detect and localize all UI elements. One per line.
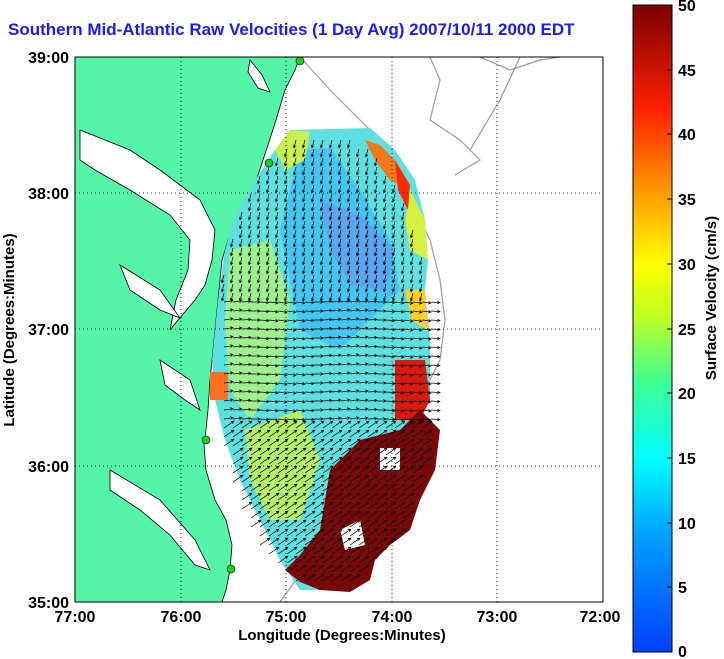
x-tick-label: 74:00 bbox=[372, 609, 413, 626]
colorbar-label: Surface Velocity (cm/s) bbox=[703, 216, 720, 380]
y-tick-label: 38:00 bbox=[28, 186, 69, 203]
velocity-field bbox=[210, 128, 441, 592]
colorbar-tick-label: 30 bbox=[678, 257, 696, 274]
radar-station bbox=[201, 435, 211, 445]
colorbar-tick-label: 20 bbox=[678, 386, 696, 403]
y-tick-label: 35:00 bbox=[28, 595, 69, 612]
x-tick-label: 77:00 bbox=[55, 609, 96, 626]
colorbar-tick-label: 50 bbox=[678, 0, 696, 15]
bay-water bbox=[79, 59, 271, 571]
x-tick-label: 72:00 bbox=[580, 609, 621, 626]
colorbar-tick-label: 0 bbox=[678, 644, 687, 659]
velocity-arrow-set bbox=[220, 139, 441, 582]
radar-station bbox=[264, 158, 274, 168]
radar-station bbox=[226, 564, 236, 574]
y-tick-label: 39:00 bbox=[28, 50, 69, 67]
plot-frame bbox=[74, 56, 604, 603]
colorbar-tick-label: 40 bbox=[678, 127, 696, 144]
x-tick-label: 76:00 bbox=[161, 609, 202, 626]
y-axis: 39:00 38:00 37:00 36:00 35:00 Latitude (… bbox=[1, 50, 69, 612]
colorbar-tick-label: 35 bbox=[678, 192, 696, 209]
colorbar-gradient bbox=[632, 4, 673, 653]
x-axis: 77:00 76:00 75:00 74:00 73:00 72:00 Long… bbox=[55, 609, 621, 644]
x-axis-label: Longitude (Degrees:Minutes) bbox=[238, 627, 446, 644]
colorbar-tick-label: 15 bbox=[678, 451, 696, 468]
y-axis-label: Latitude (Degrees:Minutes) bbox=[1, 233, 18, 426]
colorbar: 50 45 40 35 30 25 20 15 10 5 0 Surface V… bbox=[632, 0, 720, 659]
velocity-vectors bbox=[220, 139, 441, 582]
map-grid bbox=[75, 57, 603, 602]
radar-stations bbox=[201, 57, 305, 574]
colorbar-tick-label: 25 bbox=[678, 322, 696, 339]
radar-station bbox=[295, 57, 305, 66]
colorbar-tick-label: 5 bbox=[678, 580, 687, 597]
colorbar-tick-label: 10 bbox=[678, 516, 696, 533]
x-tick-label: 73:00 bbox=[477, 609, 518, 626]
x-tick-label: 75:00 bbox=[266, 609, 307, 626]
colorbar-tick-label: 45 bbox=[678, 63, 696, 80]
map-title: Southern Mid-Atlantic Raw Velocities (1 … bbox=[8, 20, 575, 39]
y-tick-label: 37:00 bbox=[28, 322, 69, 339]
y-tick-label: 36:00 bbox=[28, 459, 69, 476]
